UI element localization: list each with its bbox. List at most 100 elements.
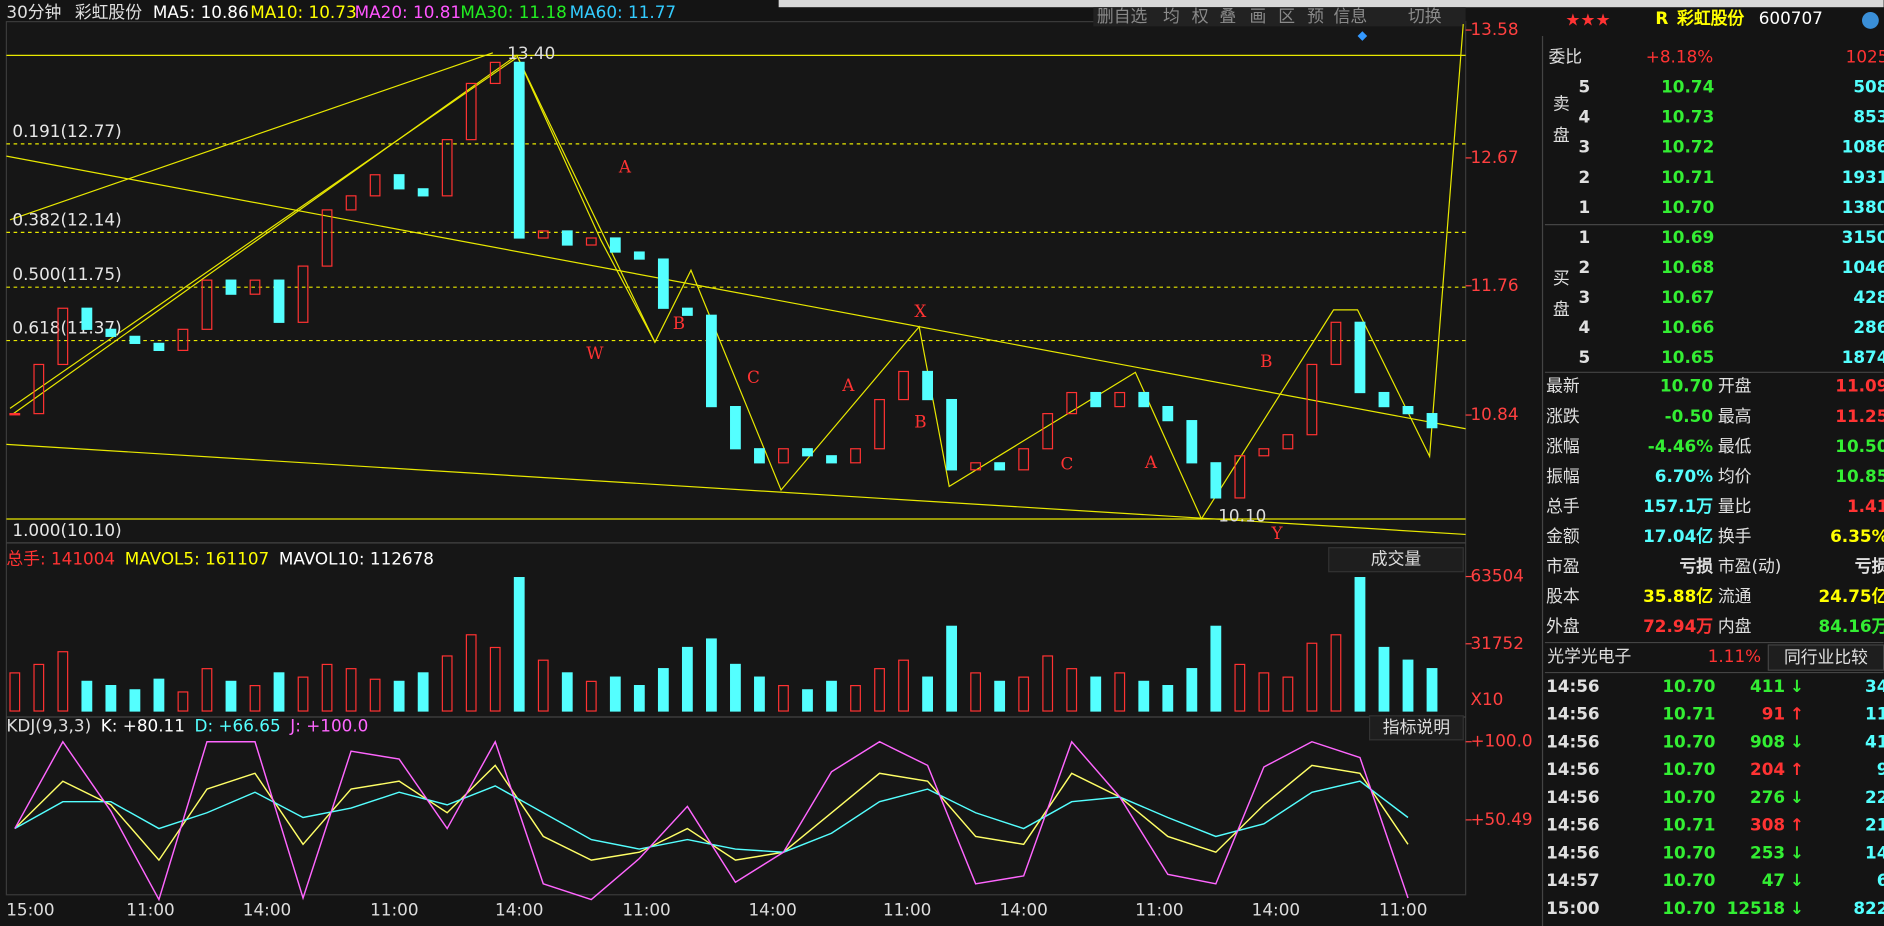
button-label[interactable]: 同行业比较 bbox=[1784, 647, 1868, 667]
volume-bar bbox=[898, 659, 909, 712]
volume-bar bbox=[1138, 680, 1150, 712]
volume-bar bbox=[609, 676, 621, 712]
volume-bar bbox=[249, 685, 261, 712]
candle bbox=[1138, 391, 1150, 408]
label: 委比 bbox=[1549, 47, 1583, 67]
industry: 光学光电子 bbox=[1547, 646, 1631, 666]
trade-arrow: ↑ bbox=[1790, 759, 1804, 779]
level: 1 bbox=[1579, 197, 1591, 217]
y-tick-label: 13.58 bbox=[1470, 19, 1518, 39]
x-tick-label: 11:00 bbox=[622, 899, 670, 919]
toolbar-item[interactable]: 删自选 bbox=[1097, 6, 1148, 26]
volume-bar bbox=[1402, 659, 1414, 712]
stat-value: 11.25 bbox=[1835, 406, 1884, 426]
trade-volume: 308 bbox=[1750, 815, 1785, 835]
x-tick-label: 11:00 bbox=[883, 899, 931, 919]
volume-bar bbox=[297, 676, 309, 712]
volume-header: 总手: 141004 bbox=[6, 549, 115, 569]
stat-label: 最高 bbox=[1718, 406, 1752, 426]
toolbar-item[interactable]: 信息 bbox=[1334, 6, 1368, 26]
menu[interactable] bbox=[1328, 547, 1464, 573]
volume-bar bbox=[513, 577, 525, 712]
kdj-header: KDJ(9,3,3) bbox=[6, 716, 91, 736]
toolbar-item[interactable]: 预 bbox=[1307, 6, 1324, 26]
x-tick-label: 11:00 bbox=[370, 899, 418, 919]
kdj-header: D: +66.65 bbox=[195, 716, 281, 736]
price: 10.74 bbox=[1661, 77, 1714, 97]
candle bbox=[1090, 391, 1102, 408]
x-tick-label: 14:00 bbox=[999, 899, 1047, 919]
toolbar-item[interactable]: 画 bbox=[1249, 6, 1266, 26]
candle bbox=[1162, 406, 1174, 422]
trade-volume: 91 bbox=[1762, 704, 1785, 724]
candle bbox=[681, 307, 693, 316]
volume-bar bbox=[105, 685, 117, 712]
candle bbox=[802, 448, 813, 457]
toolbar-item[interactable]: 叠 bbox=[1219, 6, 1236, 26]
volume-bar bbox=[561, 672, 573, 712]
trade-time: 14:56 bbox=[1546, 731, 1599, 751]
trade-price: 10.70 bbox=[1662, 870, 1715, 890]
volume-bar bbox=[33, 663, 45, 712]
button[interactable] bbox=[1767, 644, 1884, 671]
candle bbox=[1186, 420, 1198, 464]
menu-label[interactable]: 指标说明 bbox=[1383, 717, 1450, 737]
candle bbox=[489, 61, 501, 85]
toolbar-item[interactable]: 均 bbox=[1163, 6, 1180, 26]
stat-value: 72.94万 bbox=[1643, 616, 1713, 636]
candle bbox=[1018, 448, 1030, 471]
candle bbox=[81, 307, 93, 330]
volume-bar bbox=[1258, 672, 1270, 712]
stat-value: 1.41 bbox=[1847, 496, 1884, 516]
trade-arrow: ↑ bbox=[1790, 815, 1804, 835]
candle bbox=[465, 82, 477, 141]
trade-arrow: ↓ bbox=[1790, 842, 1804, 862]
level: 4 bbox=[1579, 107, 1591, 127]
wave-label: B bbox=[1260, 351, 1272, 371]
trade-arrow: ↓ bbox=[1790, 898, 1804, 918]
menu[interactable] bbox=[1368, 715, 1464, 741]
trade-price: 10.70 bbox=[1662, 898, 1715, 918]
y-tick-label: 63504 bbox=[1470, 566, 1523, 586]
volume-bar bbox=[489, 646, 501, 712]
trade-volume: 12518 bbox=[1727, 898, 1785, 918]
candle bbox=[1306, 363, 1318, 436]
fib-label: 0.618(11.37) bbox=[12, 318, 121, 338]
x-tick-label: 14:00 bbox=[1252, 899, 1300, 919]
stat-value: 17.04亿 bbox=[1643, 526, 1713, 546]
trade-time: 14:56 bbox=[1546, 842, 1599, 862]
toolbar-item[interactable]: 区 bbox=[1278, 6, 1295, 26]
level: 4 bbox=[1579, 317, 1591, 337]
trade-arrow: ↓ bbox=[1790, 731, 1804, 751]
price: 10.73 bbox=[1661, 107, 1714, 127]
menu-label[interactable]: 成交量 bbox=[1371, 549, 1422, 569]
candle bbox=[850, 448, 861, 464]
wave-label: Y bbox=[1271, 523, 1284, 543]
price: 10.68 bbox=[1661, 257, 1714, 277]
icon[interactable] bbox=[1861, 12, 1879, 29]
stat-label: 涨幅 bbox=[1546, 436, 1580, 456]
candle bbox=[946, 398, 958, 471]
stat-value: 6.70% bbox=[1655, 466, 1713, 486]
volume-bar bbox=[705, 638, 717, 712]
toolbar-item[interactable]: 权 bbox=[1192, 6, 1209, 26]
candle bbox=[1210, 462, 1222, 499]
toolbar-item[interactable]: 切换 bbox=[1408, 6, 1442, 26]
candle bbox=[393, 174, 405, 190]
stat-label: 最新 bbox=[1546, 376, 1580, 396]
industry-change: 1.11% bbox=[1708, 646, 1761, 666]
volume-header: MAVOL5: 161107 bbox=[125, 549, 270, 569]
wave-label: A bbox=[618, 157, 632, 177]
kdj-header: J: +100.0 bbox=[289, 716, 368, 736]
volume: 1046 bbox=[1842, 257, 1884, 277]
stat-label: 总手 bbox=[1546, 496, 1580, 516]
level: 3 bbox=[1579, 287, 1591, 307]
price: 10.69 bbox=[1661, 227, 1714, 247]
trade-arrow: ↓ bbox=[1790, 787, 1804, 807]
trade-price: 10.70 bbox=[1662, 731, 1715, 751]
stat-value: -4.46% bbox=[1648, 436, 1713, 456]
trade-count: 22 bbox=[1865, 787, 1884, 807]
trade-count: 21 bbox=[1865, 815, 1884, 835]
volume-bar bbox=[1378, 646, 1390, 712]
stat-value: 11.09 bbox=[1835, 376, 1884, 396]
